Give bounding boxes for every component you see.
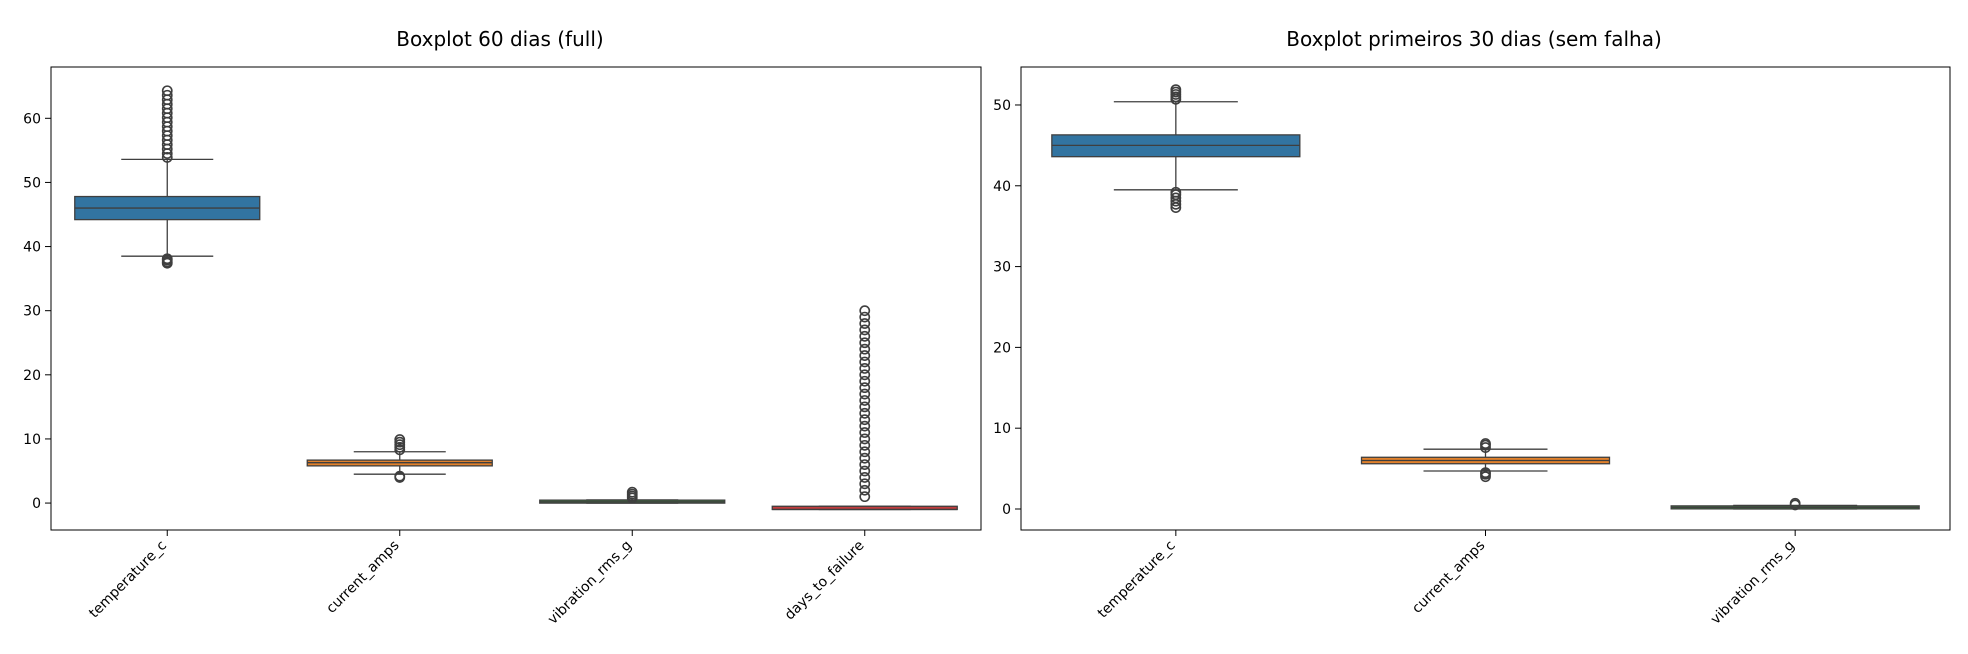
chart-title: Boxplot 60 dias (full) — [396, 27, 603, 51]
outlier-point — [859, 478, 871, 490]
outlier-point — [859, 324, 871, 336]
outlier-point — [859, 491, 871, 503]
y-tick-label: 50 — [993, 98, 1011, 114]
box-temperature_c — [74, 85, 261, 269]
boxplot-panel-full: Boxplot 60 dias (full) 0 10 20 30 40 50 60 temp… — [23, 27, 982, 628]
plot-frame — [50, 66, 982, 531]
x-tick-label: current_amps — [1409, 538, 1488, 617]
outlier-point — [1480, 467, 1491, 479]
outlier-point — [859, 305, 871, 317]
outlier-point — [859, 330, 871, 342]
outlier-point — [859, 420, 871, 432]
outlier-point — [1480, 438, 1491, 449]
x-tick-label: temperature_c — [86, 538, 170, 622]
box-temperature_c — [1051, 84, 1301, 213]
outlier-point — [859, 439, 871, 451]
outlier-point — [859, 446, 871, 458]
outlier-point — [859, 318, 871, 329]
y-tick-label: 60 — [23, 111, 41, 127]
outlier-point — [1170, 186, 1182, 198]
outlier-point — [859, 414, 871, 426]
x-tick-label: vibration_rms_g — [545, 538, 635, 628]
outlier-point — [161, 253, 173, 265]
outlier-point — [859, 465, 871, 477]
outlier-point — [859, 356, 871, 368]
box-current_amps — [1360, 438, 1611, 483]
outlier-point — [859, 388, 871, 400]
outlier-point — [859, 311, 871, 323]
outlier-point — [859, 382, 871, 394]
outlier-point — [161, 89, 173, 101]
box-days_to_failure — [771, 305, 958, 511]
outlier-point — [859, 337, 871, 349]
y-tick-label: 40 — [993, 179, 1011, 195]
box-current_amps — [306, 434, 493, 483]
outlier-point — [161, 152, 173, 163]
y-tick-label: 40 — [23, 240, 41, 256]
y-tick-label: 10 — [23, 432, 41, 448]
chart-title: Boxplot primeiros 30 dias (sem falha) — [1286, 27, 1662, 51]
outlier-point — [859, 350, 871, 361]
outlier-point — [626, 486, 638, 498]
x-tick-label: current_amps — [323, 538, 402, 617]
y-tick-label: 20 — [993, 340, 1011, 356]
box-vibration_rms_g — [1670, 497, 1920, 511]
x-tick-label: vibration_rms_g — [1708, 538, 1798, 628]
box-vibration_rms_g — [539, 486, 726, 504]
y-tick-label: 10 — [993, 421, 1011, 437]
y-tick-label: 20 — [23, 368, 41, 384]
outlier-point — [859, 343, 871, 355]
outlier-point — [859, 427, 871, 438]
x-tick-label: temperature_c — [1095, 538, 1179, 622]
y-tick-label: 50 — [23, 175, 41, 191]
outlier-point — [859, 375, 871, 387]
y-tick-label: 30 — [993, 260, 1011, 276]
outlier-point — [859, 362, 871, 374]
outlier-point — [859, 459, 871, 470]
y-tick-label: 30 — [23, 304, 41, 320]
outlier-point — [859, 395, 871, 406]
outlier-point — [1170, 192, 1182, 204]
outlier-point — [859, 369, 871, 381]
y-tick-label: 0 — [1002, 502, 1011, 518]
boxplot-panel-first-30-days: Boxplot primeiros 30 dias (sem falha) 0 1… — [993, 27, 1951, 628]
outlier-point — [859, 472, 871, 483]
outlier-point — [394, 434, 406, 445]
outlier-point — [1789, 497, 1801, 509]
outlier-point — [859, 401, 871, 413]
outlier-point — [161, 85, 173, 97]
outlier-point — [859, 407, 871, 419]
y-tick-label: 0 — [32, 496, 41, 512]
outlier-point — [859, 433, 871, 445]
outlier-point — [859, 452, 871, 464]
outlier-point — [394, 470, 406, 482]
outlier-point — [1170, 84, 1182, 96]
x-tick-label: days_to_failure — [782, 538, 868, 624]
outlier-point — [859, 484, 871, 496]
